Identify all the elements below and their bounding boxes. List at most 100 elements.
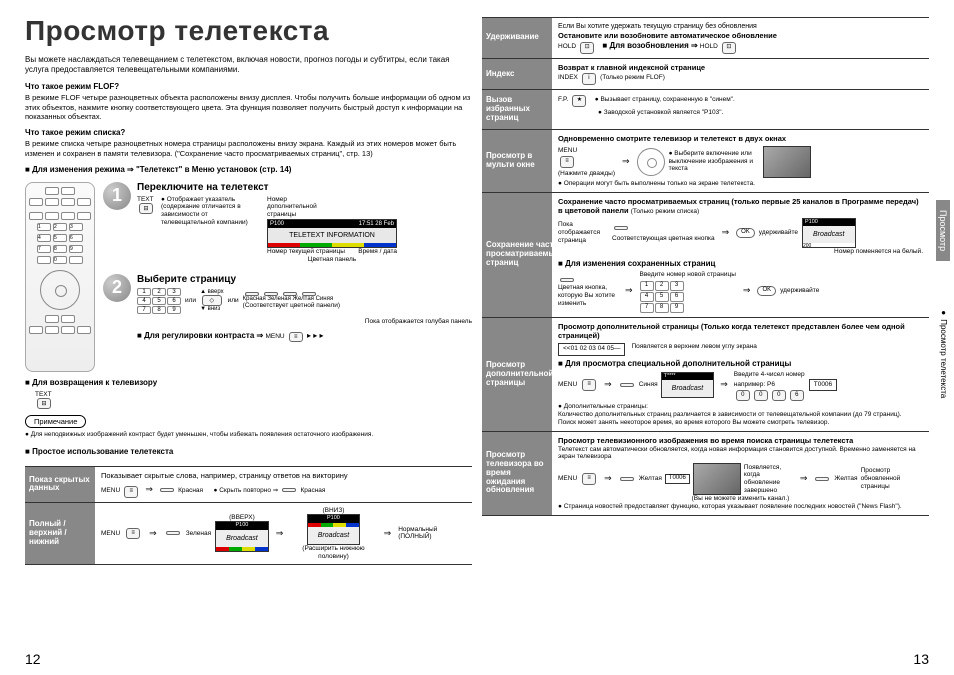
wait-note: (Вы не можете изменить канал.)	[558, 495, 923, 503]
up-caption: (ВВЕРХ)	[215, 514, 269, 522]
hidden-desc: Показывает скрытые слова, например, стра…	[101, 471, 466, 481]
red-label-2: Красная	[300, 487, 325, 494]
hold-label: Удерживание	[482, 18, 552, 58]
save-listonly: (Только режим списка)	[631, 208, 699, 215]
tv-preview-icon	[693, 463, 741, 495]
channel-key-icon: ◇	[202, 295, 222, 306]
blue-key-icon	[620, 383, 634, 387]
multi-title: Одновременно смотрите телевизор и телете…	[558, 134, 923, 144]
menu-icon-sub: ≡	[582, 379, 596, 391]
number-pad-icon: 123456789	[137, 288, 181, 314]
wait-desc: Телетекст сам автоматически обновляется,…	[558, 446, 923, 462]
steps-column: 1 Переключите на телетекст TEXT ⊟ ● Отоб…	[103, 182, 472, 372]
index-btn-label: INDEX	[558, 74, 578, 81]
wait-view: Просмотр обновленной страницы	[861, 467, 911, 490]
menu-icon-2: ≡	[126, 528, 140, 540]
green-label: Зеленая	[186, 530, 211, 538]
ok-button-2-icon: OK	[757, 286, 776, 296]
broadcast-save-box: P100Broadcast200	[802, 218, 856, 248]
page-title: Просмотр телетекста	[25, 15, 472, 47]
fav-label: Вызов избранных страниц	[482, 90, 552, 128]
multi-note: ● Операции могут быть выполнены только н…	[558, 180, 923, 188]
enter-4digit: Введите 4-чисел номер	[734, 371, 805, 378]
display-p100: P100	[270, 221, 284, 227]
full-mode-label: Полный / верхний / нижний	[25, 503, 95, 565]
side-tab-2: ● Просмотр телетекста	[937, 300, 950, 406]
color-key-change-icon	[560, 278, 574, 282]
side-tab: Просмотр	[936, 200, 950, 261]
hold-key-icon: ⊡	[580, 42, 594, 54]
yellow-key-icon	[620, 477, 634, 481]
sub-appears: Появляется в верхнем левом углу экрана	[631, 343, 756, 355]
blue-label: Синяя	[639, 381, 658, 389]
simple-use-heading: Простое использование телетекста	[25, 447, 472, 456]
step-1-desc: ● Отображает указатель (содержание отлич…	[161, 196, 261, 264]
index-label: Индекс	[482, 59, 552, 90]
multi-label: Просмотр в мульти окне	[482, 130, 552, 192]
list-heading: Что такое режим списка?	[25, 128, 472, 137]
flof-heading: Что такое режим FLOF?	[25, 82, 472, 91]
fp-btn-label: F.P.	[558, 96, 568, 103]
flof-body: В режиме FLOF четыре разноцветных объект…	[25, 93, 472, 122]
hold-title: Остановите или возобновите автоматическо…	[558, 31, 923, 41]
right-page: Удерживание Если Вы хотите удержать теку…	[482, 15, 929, 665]
text-key-label: TEXT	[137, 196, 155, 204]
step-1-number: 1	[103, 182, 131, 210]
step-1-title: Переключите на телетекст	[137, 182, 472, 193]
fav-b2: ● Заводской установкой является "P103".	[598, 109, 723, 116]
display-sub-num-label: Номер дополнительной страницы	[267, 196, 317, 219]
save-while: Пока отображается страница	[558, 221, 608, 244]
color-labels: Красная Зеленая Желтая Синяя	[243, 296, 340, 302]
menu-icon-m: ≡	[560, 156, 574, 168]
text-key-return-icon: ⊟	[37, 398, 51, 409]
menu-icon: ≡	[124, 486, 138, 498]
teletext-display: P100 17:51 28 Feb TELETEXT INFORMATION	[267, 219, 397, 248]
sub-note2: Поиск может занять некоторое время, во в…	[558, 419, 829, 426]
step-2-title: Выберите страницу	[137, 274, 472, 285]
arrow-icon: ⇒	[145, 484, 153, 494]
number-pad-save-icon: 123456789	[640, 281, 684, 312]
normal-caption: Нормальный (ПОЛНЫЙ)	[398, 526, 466, 542]
text-key-icon: ⊟	[139, 203, 153, 214]
yellow-key-2-icon	[815, 477, 829, 481]
eg-p6: например: P6	[734, 381, 775, 388]
broadcast-box-1: P100 Broadcast	[215, 521, 269, 551]
ok-button-icon: OK	[736, 228, 755, 238]
broadcast-box-2: P100 Broadcast	[307, 514, 361, 544]
sub-note-head: ● Дополнительные страницы:	[558, 403, 648, 410]
menu-icon-wait: ≡	[582, 473, 596, 485]
save-change: Для изменения сохраненных страниц	[558, 259, 923, 269]
wait-appears: Появляется, когда обновление завершено	[744, 464, 794, 495]
main-diagram: 123 456 789 0 1 Переключите на телетекст	[25, 182, 472, 372]
red-key-icon-2	[282, 488, 296, 492]
mode-change-note: Для изменения режима ⇒ "Телетекст" в Мен…	[25, 165, 472, 174]
hold-resume: Для возобновления ⇒	[602, 41, 697, 50]
hold-label-s: удерживайте	[759, 229, 798, 237]
yellow-label: Желтая	[639, 475, 662, 483]
display-color-label: Цветная панель	[267, 256, 397, 264]
hide-again: ● Скрыть повторно ⇒	[213, 487, 278, 494]
left-page: Просмотр телетекста Вы можете наслаждать…	[25, 15, 472, 665]
or-1: или	[185, 297, 196, 305]
green-key-icon	[166, 531, 180, 535]
hold-key-icon-2: ⊡	[722, 42, 736, 54]
step-2-number: 2	[103, 274, 131, 302]
display-info: TELETEXT INFORMATION	[268, 228, 396, 243]
colors-note: (Соответствует цветной панели)	[243, 302, 340, 310]
enter-new-num: Введите номер новой страницы	[640, 271, 736, 278]
wait-news: ● Страница новостей предоставляет функци…	[558, 503, 923, 511]
press-twice: (Нажмите дважды)	[558, 170, 615, 177]
multi-preview-icon	[763, 146, 811, 178]
index-title: Возврат к главной индексной странице	[558, 63, 923, 73]
step-1: 1 Переключите на телетекст TEXT ⊟ ● Отоб…	[103, 182, 472, 264]
display-time-label: Время / дата	[358, 248, 397, 256]
save-title: Сохранение часто просматриваемых страниц…	[558, 197, 919, 216]
fp-key-icon: ★	[572, 95, 586, 107]
sub-special: Для просмотра специальной дополнительной…	[558, 359, 923, 369]
color-strip	[268, 243, 396, 247]
page-number-left: 12	[25, 651, 41, 667]
color-btn-label: Соответствующая цветная кнопка	[612, 235, 715, 242]
sub-indicator: <<01 02 03 04 05―	[558, 343, 625, 355]
fav-b1: ● Вызывает страницу, сохраненную в "сине…	[595, 96, 735, 103]
right-feature-table: Удерживание Если Вы хотите удержать теку…	[482, 17, 929, 516]
